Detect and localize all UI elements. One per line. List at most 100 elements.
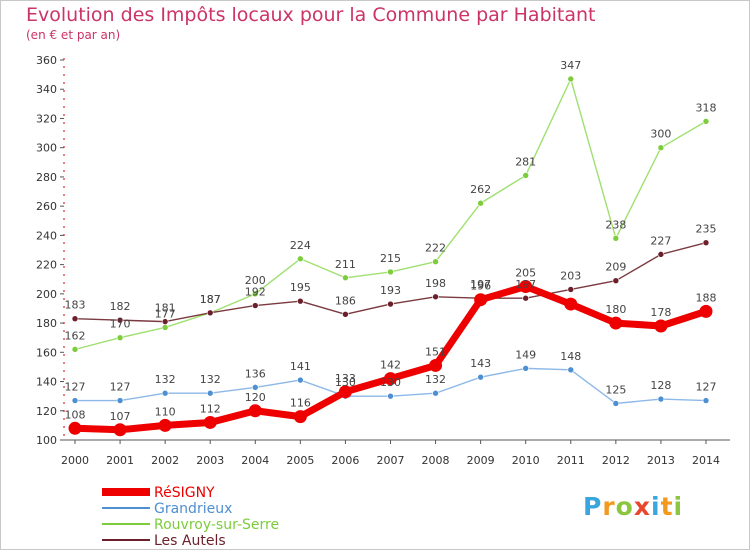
y-tick-label: 340 — [36, 83, 57, 96]
data-point — [474, 293, 488, 307]
data-label: 116 — [290, 397, 311, 410]
data-point — [612, 277, 620, 284]
series-2 — [71, 365, 710, 407]
axes: 100 120 140 160 180 200 220 240 260 280 300 320 340 3… — [36, 54, 730, 467]
x-tick-label: 2011 — [557, 454, 585, 467]
data-point — [519, 280, 533, 294]
data-label: 195 — [290, 281, 311, 294]
data-point — [161, 389, 169, 397]
data-label: 132 — [425, 373, 446, 386]
x-tick-label: 2005 — [286, 454, 314, 467]
data-label: 181 — [155, 302, 176, 315]
chart-subtitle: (en € et par an) — [26, 28, 121, 42]
x-tick-label: 2004 — [241, 454, 269, 467]
x-tick-label: 2013 — [647, 454, 675, 467]
logo-letter: P — [583, 492, 603, 521]
data-label: 238 — [605, 218, 626, 231]
data-point — [206, 309, 214, 317]
data-label: 142 — [380, 359, 401, 372]
data-label: 110 — [155, 405, 176, 418]
data-point — [251, 384, 259, 391]
data-point — [657, 395, 665, 403]
data-point — [251, 290, 259, 298]
data-point — [702, 239, 710, 246]
data-point — [567, 286, 575, 293]
data-point — [657, 251, 665, 258]
y-tick-label: 260 — [36, 200, 57, 213]
y-tick-label: 200 — [36, 288, 57, 301]
y-tick-label: 320 — [36, 112, 57, 125]
data-label: 347 — [560, 59, 581, 72]
data-point — [116, 316, 124, 324]
data-point — [71, 346, 79, 353]
data-label: 108 — [65, 408, 86, 421]
data-point — [432, 293, 439, 301]
data-point — [383, 372, 397, 386]
data-label: 188 — [695, 291, 716, 304]
x-tick-label: 2001 — [106, 454, 134, 467]
x-tick-label: 2012 — [602, 454, 630, 467]
data-point — [567, 75, 575, 83]
data-label: 148 — [560, 350, 581, 363]
data-point — [387, 392, 394, 400]
data-labels: 108 107 110 112 120 116 133 142 151 196 205 180 178 1… — [65, 59, 717, 423]
data-label: 120 — [245, 391, 266, 404]
x-tick-label: 2003 — [196, 454, 224, 467]
x-tick-label: 2010 — [512, 454, 540, 467]
data-label: 136 — [245, 367, 266, 380]
data-label: 318 — [695, 101, 716, 114]
logo-letter: i — [673, 492, 684, 521]
data-label: 180 — [605, 303, 626, 316]
x-tick-label: 2006 — [331, 454, 359, 467]
data-point — [387, 268, 394, 276]
x-tick-label: 2002 — [151, 454, 179, 467]
data-label: 193 — [380, 284, 401, 297]
x-tick-label: 2014 — [692, 454, 720, 467]
y-tick-label: 120 — [36, 405, 57, 418]
data-label: 187 — [200, 293, 221, 306]
data-point — [699, 304, 713, 318]
data-point — [654, 319, 668, 333]
y-tick-label: 360 — [36, 54, 57, 67]
data-point — [612, 235, 620, 242]
data-point — [477, 373, 484, 381]
data-point — [113, 423, 127, 437]
data-label: 211 — [335, 258, 356, 271]
data-label: 107 — [110, 410, 131, 423]
data-label: 262 — [470, 183, 491, 196]
data-label: 281 — [515, 155, 536, 168]
x-tick-label: 2007 — [376, 454, 404, 467]
data-point — [116, 334, 124, 341]
data-label: 127 — [695, 381, 716, 394]
data-point — [71, 315, 79, 322]
legend-entry: Les Autels — [154, 533, 226, 549]
legend-entry: Grandrieux — [154, 501, 232, 517]
logo-letter: i — [651, 492, 661, 521]
data-label: 112 — [200, 402, 221, 415]
data-point — [297, 255, 304, 263]
data-label: 177 — [155, 307, 176, 320]
data-point — [432, 258, 439, 265]
y-tick-label: 180 — [36, 317, 57, 330]
data-point — [338, 385, 352, 399]
data-label: 132 — [200, 373, 221, 386]
data-label: 127 — [110, 381, 131, 394]
data-label: 151 — [425, 345, 446, 358]
data-point — [248, 404, 262, 418]
data-point — [387, 300, 394, 308]
data-point — [702, 397, 710, 404]
proxiti-logo: Proxiti — [583, 492, 683, 521]
data-point — [522, 172, 530, 179]
data-point — [522, 294, 530, 302]
x-tick-label: 2000 — [61, 454, 89, 467]
logo-letter: x — [633, 492, 651, 521]
data-label: 178 — [650, 306, 671, 319]
data-label: 162 — [65, 329, 86, 342]
data-label: 127 — [65, 381, 86, 394]
data-label: 235 — [695, 223, 716, 236]
data-point — [609, 316, 623, 330]
data-label: 141 — [290, 360, 311, 373]
data-point — [477, 199, 484, 207]
y-tick-label: 100 — [36, 434, 57, 447]
